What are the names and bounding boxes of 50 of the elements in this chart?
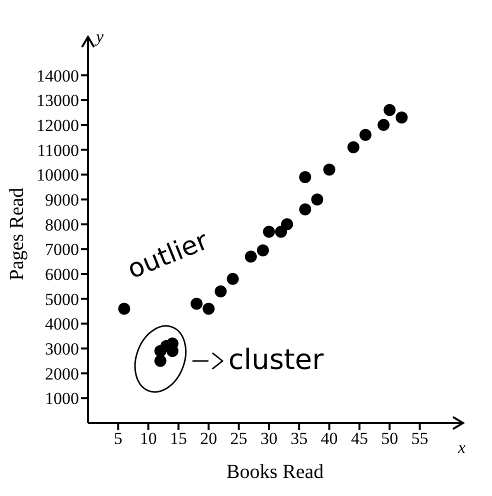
y-tick-label: 5000	[45, 290, 79, 309]
point	[256, 244, 269, 256]
point	[396, 111, 408, 124]
point	[299, 203, 312, 216]
x-tick-label: 25	[230, 429, 248, 448]
y-tick-label: 12000	[36, 116, 79, 135]
y-tick-label: 13000	[36, 91, 79, 110]
point	[384, 104, 396, 116]
point	[347, 141, 360, 154]
point	[299, 171, 312, 184]
x-tick-label: 10	[140, 429, 157, 448]
x-tick-label: 20	[200, 429, 218, 448]
point	[202, 302, 215, 315]
point	[190, 298, 203, 310]
y-tick-label: 7000	[45, 240, 79, 260]
point	[378, 118, 390, 131]
annotation: cluster	[228, 342, 324, 376]
x-tick-label: 55	[411, 429, 428, 448]
y-tick-label: 6000	[45, 265, 79, 284]
y-tick-label: 14000	[36, 66, 79, 86]
x-axis-title: Books Read	[226, 461, 324, 483]
x-tick-label: 40	[320, 429, 338, 448]
y-tick-label: 11000	[37, 140, 79, 160]
x-tick-label: 35	[290, 429, 308, 448]
x-tick-label: 5	[114, 429, 122, 448]
x-tick-label: 50	[381, 429, 398, 448]
y-tick-label: 10000	[36, 166, 79, 185]
point	[262, 226, 275, 238]
point	[359, 128, 372, 141]
y-tick-label: 3000	[45, 340, 79, 359]
point	[281, 218, 294, 230]
point	[154, 354, 166, 367]
point	[311, 193, 324, 206]
y-tick-label: 9000	[45, 190, 79, 210]
point	[226, 272, 239, 285]
y-tick-label: 1000	[45, 389, 79, 408]
y-tick-label: 4000	[45, 314, 79, 334]
y-tick-label: 8000	[45, 215, 79, 234]
point	[244, 250, 257, 263]
point	[214, 285, 227, 298]
point	[323, 164, 336, 176]
text: x	[457, 438, 466, 457]
annotation: y	[94, 27, 104, 46]
x-tick-label: 15	[170, 429, 187, 448]
y-axis-title: Pages Read	[6, 188, 28, 280]
point	[118, 302, 130, 315]
annotation: outlier	[124, 226, 213, 286]
x-tick-label: 45	[350, 429, 368, 448]
x-tick-label: 30	[260, 429, 278, 448]
y-tick-label: 2000	[45, 364, 79, 384]
